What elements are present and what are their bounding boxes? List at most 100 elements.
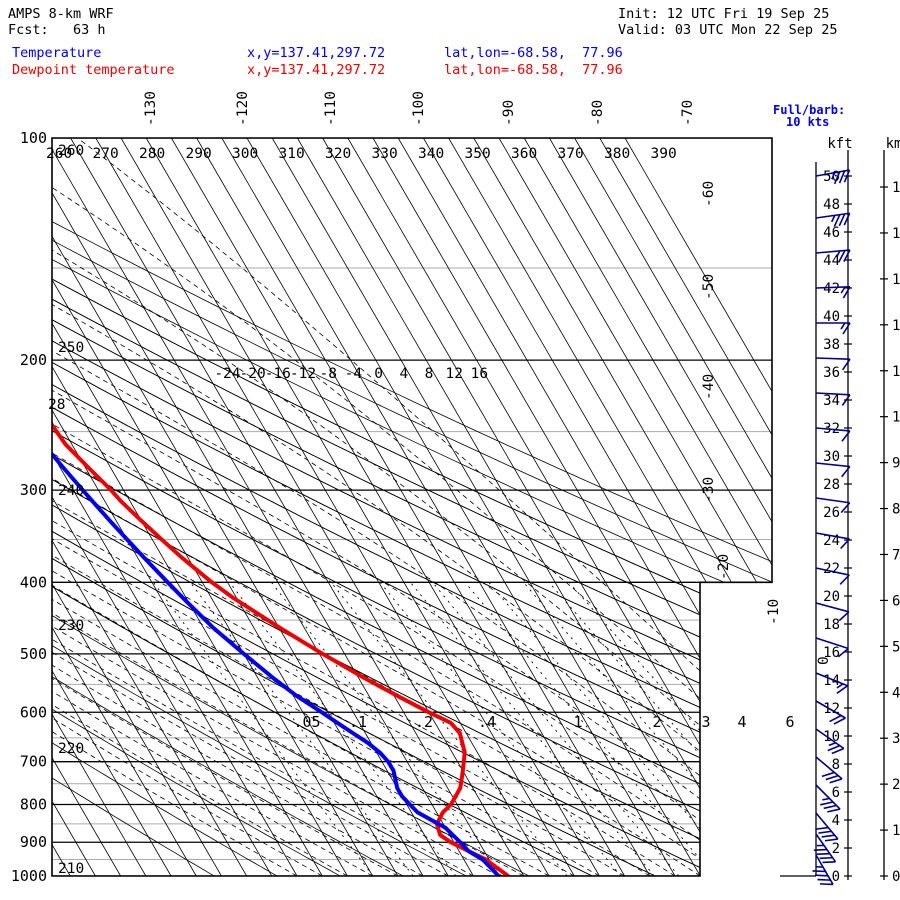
kft-tick-label: 20 <box>823 589 840 605</box>
isotherm-line <box>52 138 323 876</box>
dewpoint-latlon: lat,lon=-68.58, 77.96 <box>444 62 623 78</box>
isotherm-line <box>52 138 147 876</box>
kft-tick-label: 8 <box>832 757 840 773</box>
dry-adiabat <box>52 138 278 876</box>
wind-barb-half <box>828 742 836 747</box>
wind-barb-full <box>821 834 835 838</box>
wind-barb-full <box>841 394 851 406</box>
wind-barb-full <box>819 856 833 860</box>
km-tick-label: 4. <box>892 685 900 701</box>
dry-adiabat <box>52 138 772 876</box>
dry-adiabat <box>52 138 341 876</box>
moist-adiabat <box>52 138 772 876</box>
wind-barb-full <box>843 249 851 262</box>
isotherm-line <box>221 138 651 876</box>
theta-label: 340 <box>418 146 444 162</box>
isotherm-right-label: -40 <box>701 374 717 400</box>
isotherm-right-label: -60 <box>701 181 717 207</box>
km-tick-label: 9. <box>892 456 900 472</box>
isotherm-line <box>196 138 625 876</box>
moist-adiabat <box>52 138 772 876</box>
mixing-ratio-line <box>229 582 457 876</box>
kft-tick-label: 0 <box>832 869 840 885</box>
mixing-ratio-line <box>189 582 414 876</box>
isotherm-line <box>95 138 525 876</box>
wind-barb-full <box>822 861 836 864</box>
moist-adiabat <box>52 138 499 876</box>
dry-adiabat <box>52 138 772 876</box>
isotherm-line <box>120 138 550 876</box>
wind-barb-full <box>841 430 851 442</box>
wind-barb-half <box>836 683 844 689</box>
moist-adiabat <box>52 138 323 876</box>
wind-barb-full <box>833 171 841 185</box>
kft-tick-label: 44 <box>823 253 840 269</box>
mixing-ratio-label: .05 <box>293 713 320 731</box>
km-tick-label: 2. <box>892 777 900 793</box>
isotherm-line <box>322 138 751 876</box>
pressure-tick-label: 700 <box>20 753 47 771</box>
theta-label: 290 <box>186 146 212 162</box>
dry-adiabat <box>52 138 772 876</box>
moist-adiabat <box>52 138 600 876</box>
moist-adiabat <box>52 138 575 876</box>
mixing-ratio-label: 1 <box>573 713 582 731</box>
wind-barb-full <box>840 502 851 514</box>
wind-barb-half <box>840 286 846 294</box>
isotherm-line <box>52 138 298 876</box>
isotherm-label: -24 <box>214 366 240 382</box>
wind-barb-half <box>835 250 841 258</box>
moist-adiabat <box>52 138 651 876</box>
dry-adiabat <box>52 138 772 876</box>
theta-label: 390 <box>651 146 677 162</box>
kft-tick-label: 4 <box>832 813 840 829</box>
wind-barb-shaft <box>815 462 850 468</box>
wind-barb-full <box>813 848 827 851</box>
isotherm-line <box>423 138 772 876</box>
isotherm-label: -20 <box>240 366 266 382</box>
wind-barb-half <box>831 172 836 180</box>
isotherm-line <box>473 138 772 876</box>
wind-barb-full <box>812 870 826 873</box>
wind-barb-half <box>830 215 836 223</box>
isotherm-right-label: -20 <box>716 554 732 580</box>
moist-adiabat <box>52 138 524 876</box>
isotherm-top-label: -90 <box>501 100 517 126</box>
isotherm-line <box>52 138 348 876</box>
pressure-tick-label: 300 <box>20 481 47 499</box>
wind-barb-full <box>827 808 841 813</box>
wind-barb-shaft <box>815 497 850 504</box>
wind-barb-full <box>820 801 834 806</box>
kft-tick-label: 6 <box>832 785 840 801</box>
dry-adiabat <box>52 138 772 876</box>
barb-legend-line1: Full/barb: <box>773 103 846 117</box>
moist-adiabat <box>52 138 550 876</box>
km-tick-label: 0. <box>892 869 900 885</box>
isotherm-label: -12 <box>290 366 316 382</box>
isotherm-line <box>145 138 575 876</box>
wind-barb-full <box>840 538 851 550</box>
pressure-tick-label: 200 <box>20 351 47 369</box>
kft-tick-label: 26 <box>823 505 840 521</box>
wind-barb-full <box>833 214 841 227</box>
forecast-hour: Fcst: 63 h <box>8 22 106 38</box>
isotherm-line <box>52 138 424 876</box>
isotherm-line <box>52 138 449 876</box>
kft-tick-label: 40 <box>823 309 840 325</box>
mixing-ratio-label: .2 <box>415 713 433 731</box>
wind-barb-full <box>827 744 841 752</box>
moist-adiabat <box>52 138 474 876</box>
pressure-tick-label: 600 <box>20 703 47 721</box>
isotherm-label: 0 <box>374 366 383 382</box>
wind-barb-full <box>837 647 849 658</box>
moist-adiabat <box>52 138 398 876</box>
mixing-ratio-line <box>271 582 502 876</box>
isotherm-line <box>246 138 676 876</box>
isotherm-line <box>448 138 772 876</box>
dry-adiabat <box>52 138 772 876</box>
moist-adiabat <box>52 138 449 876</box>
plot-frame <box>51 137 773 877</box>
mixing-ratio-label: .4 <box>478 713 496 731</box>
wind-barb-full <box>821 771 835 778</box>
